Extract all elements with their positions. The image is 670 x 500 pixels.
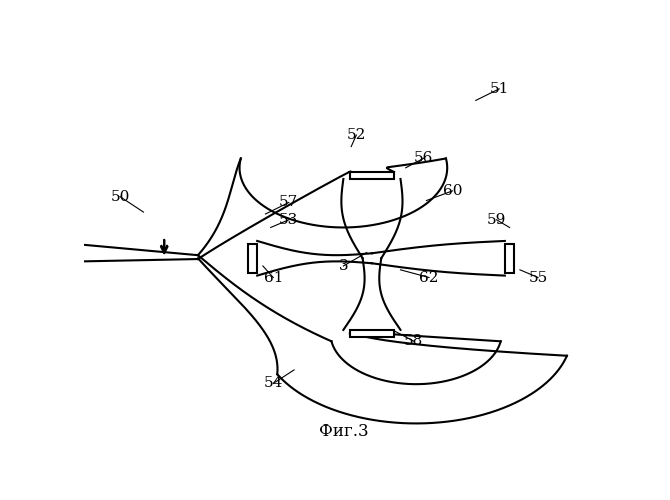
Text: 58: 58: [404, 334, 423, 348]
Bar: [248, 244, 257, 272]
Text: 3: 3: [338, 259, 348, 273]
Bar: [350, 172, 394, 179]
Text: 51: 51: [490, 82, 509, 96]
Text: 55: 55: [529, 270, 547, 284]
Text: 53: 53: [279, 213, 298, 227]
Bar: [350, 330, 394, 337]
Text: 62: 62: [419, 270, 439, 284]
Text: 60: 60: [443, 184, 462, 198]
Text: Фиг.3: Фиг.3: [318, 423, 369, 440]
Text: 56: 56: [414, 151, 433, 165]
Text: 52: 52: [346, 128, 366, 142]
Text: 57: 57: [279, 196, 298, 209]
Text: 59: 59: [487, 213, 507, 227]
Bar: [505, 244, 514, 272]
Text: 61: 61: [263, 270, 283, 284]
Text: 54: 54: [263, 376, 283, 390]
Text: 50: 50: [111, 190, 130, 203]
